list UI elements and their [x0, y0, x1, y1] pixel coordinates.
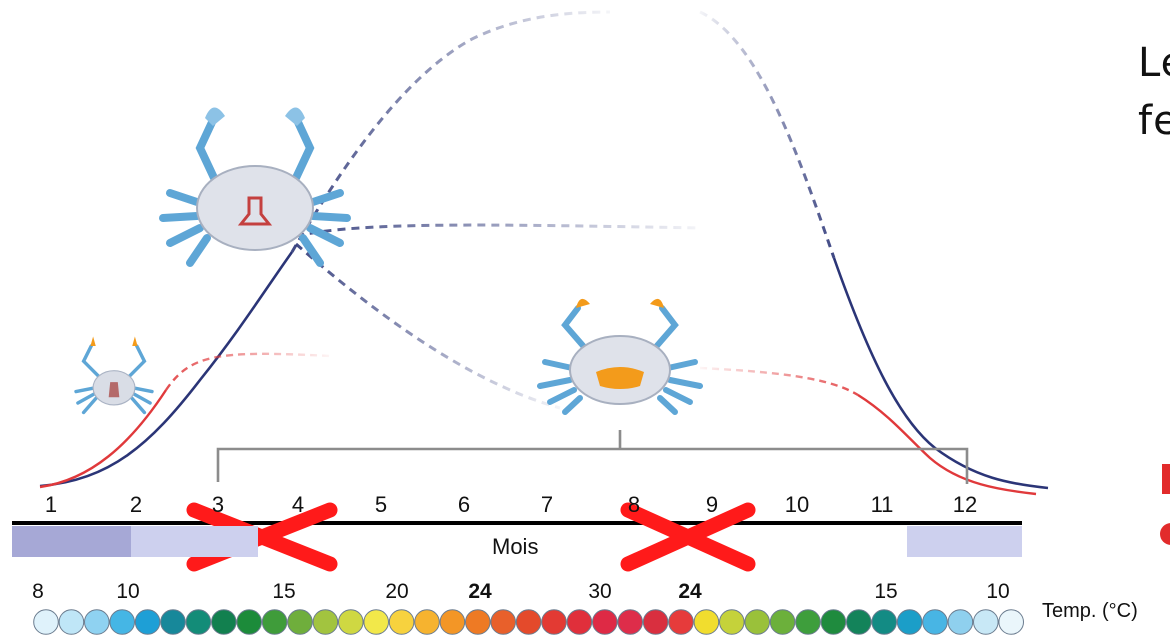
- month-label: 12: [952, 492, 978, 517]
- temperature-swatch: [668, 609, 694, 635]
- temperature-swatch: [820, 609, 847, 635]
- title-fragment-1: Le: [1138, 40, 1170, 86]
- temperature-swatch: [414, 609, 440, 635]
- temperature-swatch: [769, 609, 796, 635]
- temperature-swatch: [185, 609, 212, 635]
- month-label: 9: [705, 492, 719, 517]
- temperature-swatch: [236, 609, 262, 635]
- month-label: 2: [129, 492, 143, 517]
- temperature-swatch: [795, 609, 821, 635]
- temperature-label-bold: 24: [678, 580, 702, 603]
- title-fragment-2: fe: [1138, 98, 1170, 144]
- temperature-swatch: [490, 609, 517, 635]
- month-label: 7: [540, 492, 554, 517]
- temperature-swatch: [261, 609, 288, 635]
- crab-small-icon: [74, 336, 154, 415]
- month-label: 5: [374, 492, 388, 517]
- temperature-label: 20: [385, 580, 409, 603]
- legend-marker-red-dot: [1160, 523, 1170, 545]
- temperature-swatch: [160, 609, 186, 635]
- temperature-swatch: [84, 609, 110, 635]
- navy-curve-dashed-fall: [699, 10, 836, 259]
- temperature-label: 8: [32, 580, 44, 603]
- temperature-swatch: [439, 609, 466, 635]
- month-band-light-right: [907, 526, 1022, 557]
- temperature-label: 15: [272, 580, 296, 603]
- month-label: 1: [44, 492, 58, 517]
- temperature-swatch: [388, 609, 415, 635]
- temperature-swatch: [719, 609, 745, 635]
- temperature-swatch: [465, 609, 491, 635]
- crab-large-male-icon: [159, 107, 351, 267]
- temperature-label: 10: [986, 580, 1010, 603]
- cross-icon: [620, 502, 756, 572]
- temperature-swatch: [312, 609, 339, 635]
- month-band-light-left: [131, 526, 258, 557]
- temperature-swatch: [363, 609, 390, 635]
- navy-curve-dashed-branch: [295, 223, 701, 238]
- temperature-swatch: [617, 609, 644, 635]
- temperature-swatch: [846, 609, 872, 635]
- temperature-scale: [33, 609, 1025, 635]
- navy-curve-fall: [832, 257, 1049, 490]
- red-curve-rise: [39, 389, 168, 489]
- temperature-axis-title: Temp. (°C): [1042, 600, 1138, 622]
- month-axis-title: Mois: [492, 534, 539, 559]
- legend-marker-red-bar: [1162, 464, 1170, 494]
- navy-curve-dashed-dip: [295, 242, 561, 410]
- temperature-swatch: [109, 609, 135, 635]
- temperature-swatch: [592, 609, 618, 635]
- period-bracket: [216, 430, 969, 484]
- month-band-dark: [12, 526, 131, 557]
- month-label: 10: [784, 492, 810, 517]
- month-label: 11: [870, 492, 894, 517]
- temperature-swatch: [922, 609, 948, 635]
- red-curve-dashed-rise: [165, 352, 331, 391]
- temperature-swatch: [566, 609, 593, 635]
- month-label: 3: [211, 492, 225, 517]
- temperature-label: 30: [588, 580, 612, 603]
- abundance-curves: [39, 10, 1049, 496]
- temperature-swatch: [744, 609, 771, 635]
- navy-curve-rise: [39, 251, 294, 488]
- temperature-swatch: [58, 609, 85, 635]
- red-curve-fall: [857, 393, 1037, 496]
- temperature-swatch: [211, 609, 237, 635]
- temperature-swatch: [998, 609, 1025, 635]
- temperature-label: 15: [874, 580, 898, 603]
- month-label: 6: [457, 492, 471, 517]
- temperature-swatch: [33, 609, 59, 635]
- temperature-swatch: [896, 609, 923, 635]
- temperature-swatch: [134, 609, 161, 635]
- temperature-label: 10: [116, 580, 140, 603]
- temperature-swatch: [515, 609, 542, 635]
- crab-berried-female-icon: [537, 298, 703, 415]
- temperature-swatch: [693, 609, 720, 635]
- temperature-swatch: [973, 609, 999, 635]
- red-curve-dashed-fall: [699, 366, 859, 397]
- temperature-label-bold: 24: [468, 580, 492, 603]
- month-label: 4: [291, 492, 305, 517]
- month-label: 8: [627, 492, 641, 517]
- temperature-swatch: [642, 609, 669, 635]
- temperature-swatch: [871, 609, 898, 635]
- temperature-swatch: [541, 609, 567, 635]
- temperature-swatch: [287, 609, 313, 635]
- temperature-swatch: [338, 609, 364, 635]
- temperature-swatch: [947, 609, 974, 635]
